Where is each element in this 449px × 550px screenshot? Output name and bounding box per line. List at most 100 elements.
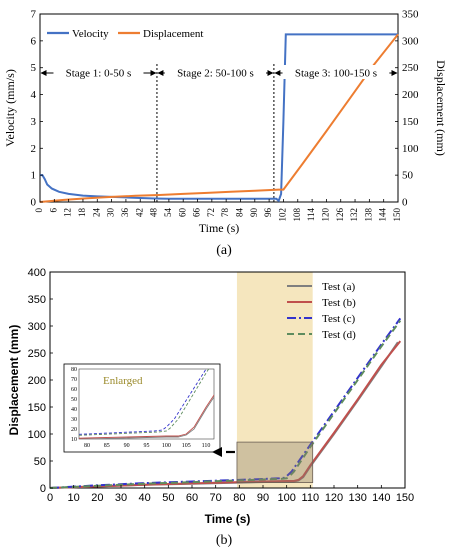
chart-a-y2-tick-label: 100 [402, 143, 419, 155]
chart-b-y-tick-label: 300 [28, 321, 46, 333]
chart-b-x-tick-label: 100 [277, 492, 295, 504]
chart-a-x-tick-label: 36 [120, 208, 130, 218]
chart-a-x-tick-label: 66 [192, 208, 202, 218]
chart-a-x-tick-label: 0 [34, 208, 44, 213]
chart-b-y-tick-label: 200 [28, 375, 46, 387]
legend-label-displacement: Displacement [143, 28, 203, 40]
chart-a-y2-tick-label: 150 [402, 116, 419, 128]
chart-b-y-tick-label: 150 [28, 402, 46, 414]
chart-b-inset: 80 85 90 95 100 105 110 10 20 30 40 50 60 70 80 Enlarg… [63, 363, 221, 453]
chart-a-x-tick-label: 132 [349, 208, 359, 222]
chart-b-highlight-band [236, 272, 313, 488]
chart-a-y2-tick-label: 0 [402, 197, 408, 209]
inset-y-tick-label: 80 [71, 367, 77, 373]
chart-b-series [49, 317, 402, 489]
chart-a-y-tick-label: 3 [31, 116, 37, 128]
legend-label-velocity: Velocity [72, 28, 109, 40]
inset-x-tick-label: 85 [104, 443, 110, 449]
chart-a-x-tick-label: 144 [378, 208, 388, 222]
chart-a-y-tick-label: 5 [31, 62, 37, 74]
series-line-test-d [49, 320, 402, 489]
series-line-displacement [39, 33, 399, 203]
inset-x-tick-label: 95 [144, 443, 150, 449]
inset-grid [78, 368, 215, 440]
inset-x-tick-label: 105 [182, 443, 191, 449]
inset-plot-frame [78, 368, 215, 440]
stage-label-bg [164, 65, 267, 79]
chart-b-x-tick-label: 150 [396, 492, 414, 504]
enlarge-arrow [212, 447, 235, 457]
inset-y-tick-label: 20 [71, 427, 77, 433]
chart-a-x-tick-label: 42 [134, 208, 144, 217]
chart-a-y2-tick-label: 350 [402, 9, 419, 21]
chart-a-x-tick-label: 6 [48, 208, 58, 213]
inset-series-line [79, 369, 207, 435]
stage-label: Stage 2: 50-100 s [177, 68, 254, 80]
chart-a-x-tick-label: 24 [91, 208, 101, 218]
chart-a-y2-tick-label: 200 [402, 89, 419, 101]
chart-b-x-tick-label: 130 [348, 492, 366, 504]
chart-a-x-tick-label: 102 [278, 208, 288, 222]
inset-series-line [79, 394, 214, 439]
inset-series [79, 369, 214, 439]
inset-x-tick-label: 100 [162, 443, 171, 449]
chart-a-x-tick-label: 54 [163, 208, 173, 218]
chart-a-x-tick-label: 126 [335, 208, 345, 222]
chart-a-plot-frame [39, 13, 399, 203]
enlarge-arrow-head [212, 447, 222, 457]
inset-y-tick-label: 50 [71, 397, 77, 403]
chart-b-y-tick-label: 0 [40, 483, 46, 495]
chart-a-y-tick-label: 1 [31, 170, 37, 182]
chart-b-x-tick-label: 120 [325, 492, 343, 504]
inset-enlarged-label: Enlarged [103, 375, 143, 387]
chart-b-x-tick-label: 140 [372, 492, 390, 504]
chart-a-y-tick-label: 4 [31, 89, 37, 101]
stage-label-bg [53, 65, 144, 79]
chart-a-x-tick-label: 90 [249, 207, 259, 217]
series-line-velocity [40, 33, 398, 203]
legend-label: Test (b) [322, 297, 356, 309]
inset-x-tick-label: 110 [202, 443, 211, 449]
chart-b: 0 10 20 30 40 50 60 70 80 90 100 110 120 130 140 150 0 50… [7, 267, 414, 548]
chart-b-enlarged-region-box [236, 441, 314, 484]
chart-a-x-tick-label: 114 [306, 208, 316, 222]
legend-label: Test (d) [322, 329, 356, 341]
chart-b-y-axis-label: Displacement (mm) [7, 325, 21, 436]
chart-a-x-tick-label: 150 [392, 208, 402, 222]
chart-b-y-tick-label: 50 [34, 456, 46, 468]
stage-label-bg [282, 65, 390, 79]
chart-a-y2-axis-label: Displacement (mm) [434, 60, 448, 156]
chart-b-x-tick-label: 0 [47, 492, 53, 504]
chart-a-x-tick-label: 84 [235, 208, 245, 218]
chart-b-x-tick-label: 90 [257, 492, 269, 504]
inset-y-tick-label: 60 [71, 387, 77, 393]
inset-y-tick-label: 10 [71, 437, 77, 443]
chart-a-y-tick-label: 7 [31, 9, 37, 21]
chart-a-caption: (a) [216, 243, 232, 258]
chart-a-y-axis-label: Velocity (mm/s) [3, 69, 17, 147]
chart-b-legend: Test (a) Test (b) Test (c) Test (d) [287, 281, 356, 341]
chart-b-x-tick-label: 60 [186, 492, 198, 504]
stage-label: Stage 1: 0-50 s [66, 68, 132, 80]
chart-b-x-tick-label: 20 [91, 492, 103, 504]
chart-b-y-tick-label: 350 [28, 294, 46, 306]
chart-b-x-tick-label: 80 [233, 492, 245, 504]
chart-a-ticks: 0 6 12 18 24 30 36 42 48 54 60 66 72 78 84 90 96 102 108 11… [31, 9, 420, 222]
chart-a-y-tick-label: 6 [31, 35, 37, 47]
inset-x-tick-label: 80 [84, 443, 90, 449]
legend-label: Test (a) [322, 281, 355, 293]
chart-a-x-tick-label: 120 [320, 208, 330, 222]
inset-y-tick-label: 30 [71, 417, 77, 423]
chart-b-x-tick-label: 10 [68, 492, 80, 504]
chart-b-caption: (b) [216, 533, 233, 548]
chart-b-y-tick-label: 400 [28, 267, 46, 279]
chart-b-x-tick-label: 50 [162, 492, 174, 504]
chart-a: 0 6 12 18 24 30 36 42 48 54 60 66 72 78 84 90 96 102 108 11… [3, 9, 448, 259]
series-line-test-b [49, 340, 402, 489]
inset-series-line [79, 396, 214, 439]
chart-a-legend: Velocity Displacement [47, 28, 203, 40]
inset-ticks: 80 85 90 95 100 105 110 10 20 30 40 50 60 70 80 [71, 367, 210, 449]
legend-label: Test (c) [322, 313, 355, 325]
chart-a-y2-tick-label: 300 [402, 35, 419, 47]
